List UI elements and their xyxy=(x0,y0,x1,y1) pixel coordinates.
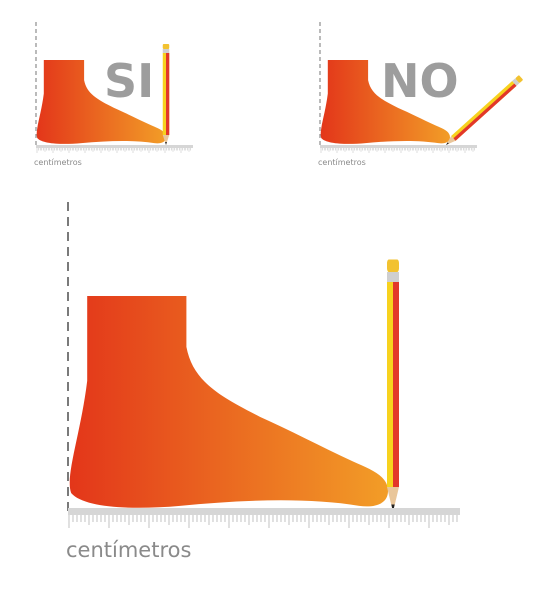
ruler-label: centímetros xyxy=(318,158,366,167)
panel-correct: SI centímetros xyxy=(34,22,193,167)
foot-silhouette-icon xyxy=(69,296,388,508)
ruler-icon xyxy=(320,145,477,153)
ruler-ticks xyxy=(68,515,458,528)
panel-wrong: NO centímetros xyxy=(318,22,524,167)
pencil-icon xyxy=(162,44,170,145)
ruler-icon xyxy=(68,508,460,528)
verdict-si: SI xyxy=(104,54,154,108)
panel-main: centímetros xyxy=(66,202,460,562)
ruler-ticks xyxy=(320,148,475,153)
ruler-ticks xyxy=(36,148,191,153)
pencil-icon xyxy=(387,259,399,512)
ruler-icon xyxy=(36,145,193,153)
verdict-no: NO xyxy=(381,54,459,108)
ruler-label: centímetros xyxy=(34,158,82,167)
ruler-label: centímetros xyxy=(66,538,191,562)
